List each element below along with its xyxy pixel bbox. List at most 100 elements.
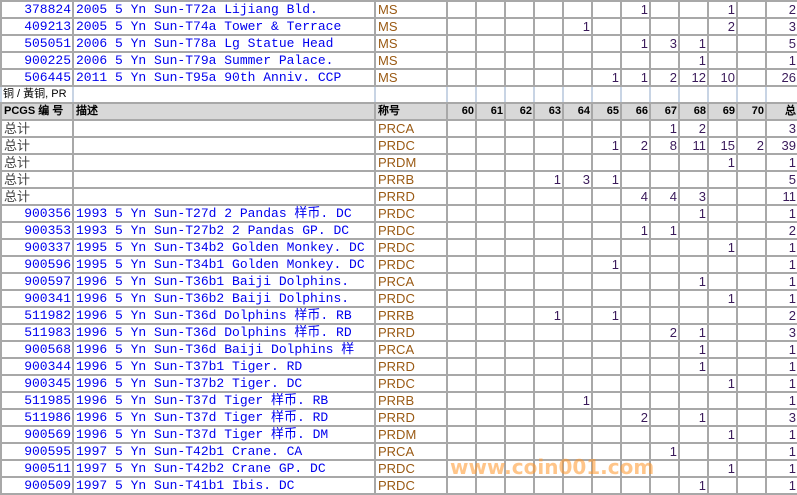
pcgs-number-link[interactable]: 900344 <box>0 357 74 376</box>
pcgs-number-link[interactable]: 378824 <box>0 0 74 19</box>
count-cell-68 <box>678 238 709 257</box>
count-cell-61 <box>475 306 506 325</box>
pcgs-number-link[interactable]: 900356 <box>0 204 74 223</box>
pcgs-number-link[interactable]: 900353 <box>0 221 74 240</box>
description-link[interactable]: 1996 5 Yn Sun-T36b1 Baiji Dolphins. <box>72 272 376 291</box>
count-cell-68: 1 <box>678 476 709 495</box>
count-cell-62 <box>504 476 535 495</box>
description-link[interactable]: 2005 5 Yn Sun-T74a Tower & Terrace <box>72 17 376 36</box>
table-row: 900225 2006 5 Yn Sun-T79a Summer Palace. M… <box>0 51 797 70</box>
pcgs-number-link[interactable]: 900569 <box>0 425 74 444</box>
description-link[interactable]: 2006 5 Yn Sun-T79a Summer Palace. <box>72 51 376 70</box>
header-pcgs-number: PCGS 编 号 <box>0 102 74 121</box>
count-cell-63 <box>533 238 564 257</box>
description-link[interactable]: 1995 5 Yn Sun-T34b2 Golden Monkey. DC <box>72 238 376 257</box>
count-cell-60 <box>446 68 477 87</box>
description-link[interactable]: 1993 5 Yn Sun-T27b2 2 Pandas GP. DC <box>72 221 376 240</box>
description-link[interactable]: 1996 5 Yn Sun-T37d Tiger 样币. RB <box>72 391 376 410</box>
count-cell-64 <box>562 153 593 172</box>
pcgs-number-link[interactable]: 900597 <box>0 272 74 291</box>
header-grade-67: 67 <box>649 102 680 121</box>
description-link[interactable]: 1996 5 Yn Sun-T37b2 Tiger. DC <box>72 374 376 393</box>
grade-cell: PRDC <box>374 476 448 495</box>
header-grade-66: 66 <box>620 102 651 121</box>
count-cell-67: 4 <box>649 187 680 206</box>
count-cell-62 <box>504 0 535 19</box>
description-link[interactable]: 1996 5 Yn Sun-T36d Baiji Dolphins 样 <box>72 340 376 359</box>
count-cell-62 <box>504 391 535 410</box>
pcgs-number-link[interactable]: 900337 <box>0 238 74 257</box>
count-cell-70 <box>736 170 767 189</box>
count-cell-67 <box>649 238 680 257</box>
count-cell-64 <box>562 442 593 461</box>
description-link[interactable]: 1996 5 Yn Sun-T36d Dolphins 样币. RB <box>72 306 376 325</box>
count-cell-64 <box>562 68 593 87</box>
count-cell-65: 1 <box>591 255 622 274</box>
pcgs-number-link[interactable]: 511986 <box>0 408 74 427</box>
count-cell-66 <box>620 476 651 495</box>
grade-cell: PRRD <box>374 187 448 206</box>
count-cell-69 <box>707 221 738 240</box>
description-link[interactable]: 1997 5 Yn Sun-T42b2 Crane GP. DC <box>72 459 376 478</box>
pcgs-number-link[interactable]: 900511 <box>0 459 74 478</box>
section-row: 铜 / 黃铜, PR <box>0 85 797 104</box>
empty-cell <box>620 85 651 104</box>
count-cell-60 <box>446 374 477 393</box>
count-cell-61 <box>475 238 506 257</box>
count-cell-67 <box>649 357 680 376</box>
count-cell-65 <box>591 238 622 257</box>
count-cell-62 <box>504 17 535 36</box>
description-link[interactable]: 2005 5 Yn Sun-T72a Lijiang Bld. <box>72 0 376 19</box>
pcgs-number-link[interactable]: 900596 <box>0 255 74 274</box>
total-cell: 1 <box>765 204 797 223</box>
count-cell-68 <box>678 0 709 19</box>
description-link[interactable]: 1996 5 Yn Sun-T36d Dolphins 样币. RD <box>72 323 376 342</box>
total-cell: 2 <box>765 0 797 19</box>
description-link[interactable]: 1993 5 Yn Sun-T27d 2 Pandas 样币. DC <box>72 204 376 223</box>
description-link[interactable]: 1996 5 Yn Sun-T37d Tiger 样币. DM <box>72 425 376 444</box>
pcgs-number-link[interactable]: 900509 <box>0 476 74 495</box>
pcgs-number-link[interactable]: 505051 <box>0 34 74 53</box>
count-cell-64 <box>562 425 593 444</box>
count-cell-61 <box>475 68 506 87</box>
description-link[interactable]: 1996 5 Yn Sun-T37b1 Tiger. RD <box>72 357 376 376</box>
description-link[interactable]: 2011 5 Yn Sun-T95a 90th Anniv. CCP <box>72 68 376 87</box>
header-row: PCGS 编 号描述 称号 60 61 62 63 64 65 66 67 68 69 70 总 <box>0 102 797 121</box>
count-cell-63: 1 <box>533 306 564 325</box>
pcgs-number-link[interactable]: 900595 <box>0 442 74 461</box>
grade-cell: PRCA <box>374 272 448 291</box>
count-cell-62 <box>504 374 535 393</box>
pcgs-number-link[interactable]: 511983 <box>0 323 74 342</box>
count-cell-64 <box>562 34 593 53</box>
description-link[interactable]: 1995 5 Yn Sun-T34b1 Golden Monkey. DC <box>72 255 376 274</box>
count-cell-69 <box>707 34 738 53</box>
grade-cell: PRDC <box>374 289 448 308</box>
header-grade-63: 63 <box>533 102 564 121</box>
pcgs-number-link[interactable]: 511985 <box>0 391 74 410</box>
total-cell: 1 <box>765 340 797 359</box>
table-row: 900356 1993 5 Yn Sun-T27d 2 Pandas 样币. DC… <box>0 204 797 223</box>
description-link[interactable]: 1997 5 Yn Sun-T42b1 Crane. CA <box>72 442 376 461</box>
table-row: 900569 1996 5 Yn Sun-T37d Tiger 样币. DM PRD… <box>0 425 797 444</box>
count-cell-70 <box>736 255 767 274</box>
empty-cell <box>374 85 448 104</box>
count-cell-62 <box>504 187 535 206</box>
description-link[interactable]: 1996 5 Yn Sun-T36b2 Baiji Dolphins. <box>72 289 376 308</box>
description-link[interactable]: 1997 5 Yn Sun-T41b1 Ibis. DC <box>72 476 376 495</box>
pcgs-number-link[interactable]: 900568 <box>0 340 74 359</box>
count-cell-61 <box>475 51 506 70</box>
pcgs-number-link[interactable]: 900345 <box>0 374 74 393</box>
pcgs-number-link[interactable]: 506445 <box>0 68 74 87</box>
empty-cell <box>72 153 376 172</box>
pcgs-number-link[interactable]: 409213 <box>0 17 74 36</box>
count-cell-63 <box>533 442 564 461</box>
count-cell-65 <box>591 408 622 427</box>
count-cell-64 <box>562 357 593 376</box>
pcgs-number-link[interactable]: 900341 <box>0 289 74 308</box>
description-link[interactable]: 1996 5 Yn Sun-T37d Tiger 样币. RD <box>72 408 376 427</box>
empty-cell <box>533 85 564 104</box>
description-link[interactable]: 2006 5 Yn Sun-T78a Lg Statue Head <box>72 34 376 53</box>
pcgs-number-link[interactable]: 900225 <box>0 51 74 70</box>
pcgs-number-link[interactable]: 511982 <box>0 306 74 325</box>
count-cell-60 <box>446 425 477 444</box>
